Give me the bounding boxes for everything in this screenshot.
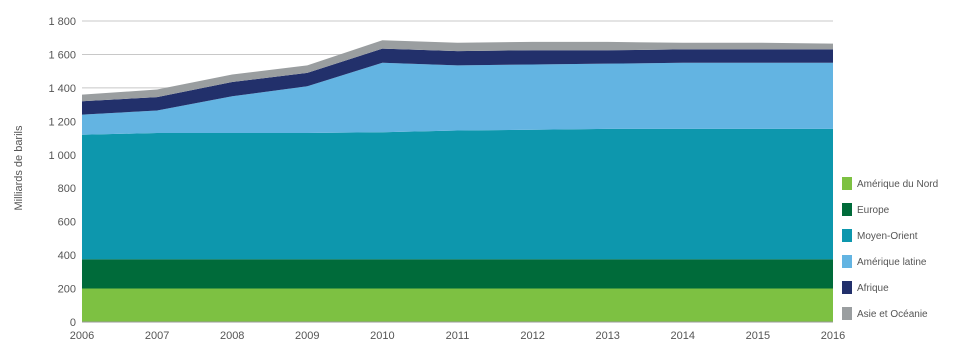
x-tick-label: 2006 bbox=[70, 330, 94, 342]
x-tick-label: 2014 bbox=[671, 330, 695, 342]
x-tick-label: 2012 bbox=[520, 330, 544, 342]
x-tick-label: 2009 bbox=[295, 330, 319, 342]
legend-swatch bbox=[842, 307, 852, 320]
y-tick-label: 800 bbox=[58, 183, 76, 195]
legend-swatch bbox=[842, 281, 852, 294]
y-tick-label: 600 bbox=[58, 217, 76, 229]
area-afrique bbox=[82, 48, 833, 115]
legend-label: Moyen-Orient bbox=[857, 231, 918, 242]
y-tick-label: 1 400 bbox=[48, 83, 76, 95]
area-am-rique-du-nord bbox=[82, 288, 833, 322]
legend-label: Europe bbox=[857, 205, 890, 216]
y-tick-label: 0 bbox=[70, 317, 76, 329]
area-asie-et-oc-anie bbox=[82, 40, 833, 102]
x-tick-label: 2008 bbox=[220, 330, 244, 342]
legend-label: Asie et Océanie bbox=[857, 309, 928, 320]
legend-label: Amérique latine bbox=[857, 257, 927, 268]
y-axis-ticks: 0 200 400 600 800 1 000 1 200 1 400 1 600 1 800 bbox=[48, 16, 76, 329]
area-europe bbox=[82, 259, 833, 289]
y-axis-label: Milliards de barils bbox=[13, 125, 25, 210]
legend-swatch bbox=[842, 177, 852, 190]
x-tick-label: 2016 bbox=[821, 330, 845, 342]
x-axis-ticks: 2006 2007 2008 2009 2010 2011 2012 2013 2014 2015… bbox=[70, 321, 845, 342]
y-tick-label: 200 bbox=[58, 284, 76, 296]
legend-label: Afrique bbox=[857, 283, 889, 294]
legend: Amérique du Nord Europe Moyen-Orient Amériq… bbox=[842, 177, 938, 320]
y-tick-label: 400 bbox=[58, 250, 76, 262]
legend-label: Amérique du Nord bbox=[857, 179, 938, 190]
area-am-rique-latine bbox=[82, 62, 833, 135]
legend-swatch bbox=[842, 203, 852, 216]
legend-swatch bbox=[842, 229, 852, 242]
x-tick-label: 2011 bbox=[446, 330, 470, 342]
legend-swatch bbox=[842, 255, 852, 268]
x-tick-label: 2010 bbox=[370, 330, 394, 342]
x-tick-label: 2015 bbox=[746, 330, 770, 342]
area-series bbox=[82, 40, 833, 322]
x-tick-label: 2007 bbox=[145, 330, 169, 342]
y-tick-label: 1 000 bbox=[48, 150, 76, 162]
y-tick-label: 1 200 bbox=[48, 116, 76, 128]
area-moyen-orient bbox=[82, 128, 833, 260]
y-tick-label: 1 600 bbox=[48, 49, 76, 61]
x-tick-label: 2013 bbox=[595, 330, 619, 342]
y-tick-label: 1 800 bbox=[48, 16, 76, 28]
